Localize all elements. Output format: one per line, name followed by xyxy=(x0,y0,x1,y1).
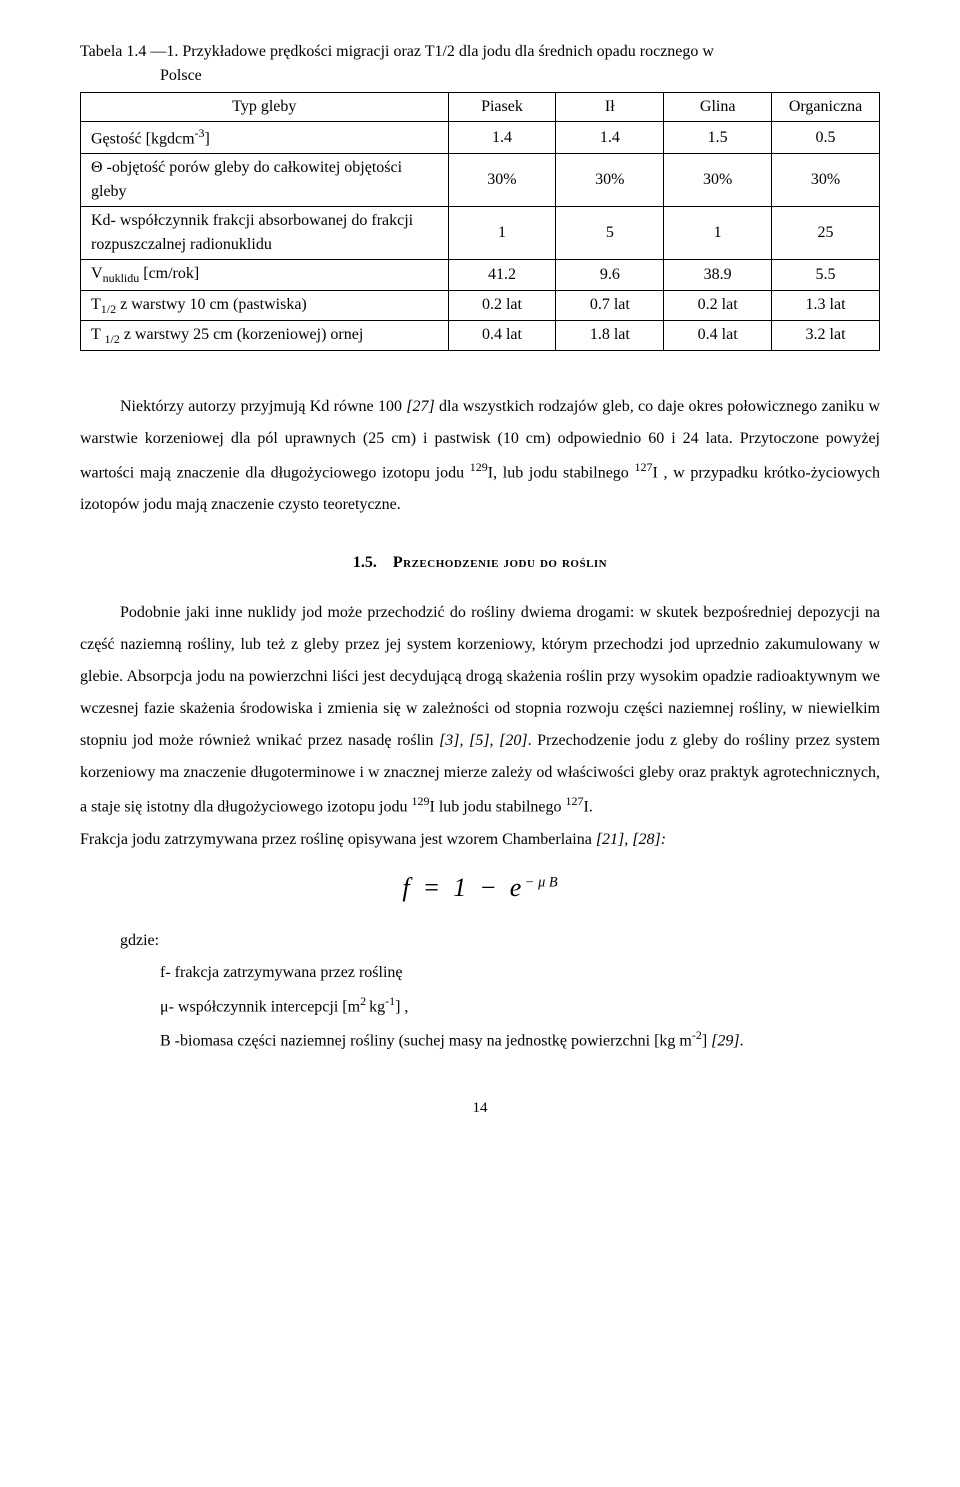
cell-value: 0.4 lat xyxy=(448,320,556,350)
section-heading: 1.5. Przechodzenie jodu do roślin xyxy=(80,551,880,575)
th-type: Typ gleby xyxy=(81,93,449,122)
row-label: Vnuklidu [cm/rok] xyxy=(81,260,449,290)
cell-value: 1 xyxy=(664,207,772,260)
th-piasek: Piasek xyxy=(448,93,556,122)
cell-value: 0.2 lat xyxy=(664,290,772,320)
cell-value: 38.9 xyxy=(664,260,772,290)
row-label: Θ -objętość porów gleby do całkowitej ob… xyxy=(81,154,449,207)
page-number: 14 xyxy=(80,1097,880,1120)
row-label: T 1/2 z warstwy 25 cm (korzeniowej) orne… xyxy=(81,320,449,350)
cell-value: 30% xyxy=(556,154,664,207)
row-label: Gęstość [kgdcm-3] xyxy=(81,122,449,154)
section-number: 1.5. xyxy=(353,554,377,571)
table-row: Θ -objętość porów gleby do całkowitej ob… xyxy=(81,154,880,207)
cell-value: 0.2 lat xyxy=(448,290,556,320)
paragraph-3: Frakcja jodu zatrzymywana przez roślinę … xyxy=(80,824,880,856)
table-row: Gęstość [kgdcm-3]1.41.41.50.5 xyxy=(81,122,880,154)
table-row: T 1/2 z warstwy 25 cm (korzeniowej) orne… xyxy=(81,320,880,350)
cell-value: 0.7 lat xyxy=(556,290,664,320)
gdzie-label: gdzie: xyxy=(120,925,880,957)
cell-value: 3.2 lat xyxy=(772,320,880,350)
cell-value: 1.3 lat xyxy=(772,290,880,320)
table-caption-line2: Polsce xyxy=(160,64,880,88)
table-row: Vnuklidu [cm/rok]41.29.638.95.5 xyxy=(81,260,880,290)
def-mu: μ- współczynnik intercepcji [m2 kg-1] , xyxy=(160,989,880,1023)
table-row: Kd- współczynnik frakcji absorbowanej do… xyxy=(81,207,880,260)
cell-value: 1.5 xyxy=(664,122,772,154)
cell-value: 0.5 xyxy=(772,122,880,154)
cell-value: 30% xyxy=(772,154,880,207)
th-glina: Glina xyxy=(664,93,772,122)
cell-value: 1.4 xyxy=(448,122,556,154)
row-label: Kd- współczynnik frakcji absorbowanej do… xyxy=(81,207,449,260)
paragraph-2: Podobnie jaki inne nuklidy jod może prze… xyxy=(80,597,880,823)
formula: f = 1 − e − μ B xyxy=(80,868,880,907)
cell-value: 1.8 lat xyxy=(556,320,664,350)
cell-value: 0.4 lat xyxy=(664,320,772,350)
soil-table: Typ gleby Piasek Ił Glina Organiczna Gęs… xyxy=(80,92,880,351)
cell-value: 5.5 xyxy=(772,260,880,290)
row-label: T1/2 z warstwy 10 cm (pastwiska) xyxy=(81,290,449,320)
def-b: B -biomasa części naziemnej rośliny (suc… xyxy=(160,1023,880,1057)
def-f: f- frakcja zatrzymywana przez roślinę xyxy=(160,957,880,989)
cell-value: 9.6 xyxy=(556,260,664,290)
cell-value: 41.2 xyxy=(448,260,556,290)
cell-value: 25 xyxy=(772,207,880,260)
section-title: Przechodzenie jodu do roślin xyxy=(393,554,607,571)
table-row: T1/2 z warstwy 10 cm (pastwiska)0.2 lat0… xyxy=(81,290,880,320)
th-il: Ił xyxy=(556,93,664,122)
cell-value: 30% xyxy=(664,154,772,207)
cell-value: 5 xyxy=(556,207,664,260)
th-organiczna: Organiczna xyxy=(772,93,880,122)
table-caption-line1: Tabela 1.4 —1. Przykładowe prędkości mig… xyxy=(80,40,880,64)
paragraph-1: Niektórzy autorzy przyjmują Kd równe 100… xyxy=(80,391,880,521)
cell-value: 30% xyxy=(448,154,556,207)
cell-value: 1 xyxy=(448,207,556,260)
cell-value: 1.4 xyxy=(556,122,664,154)
